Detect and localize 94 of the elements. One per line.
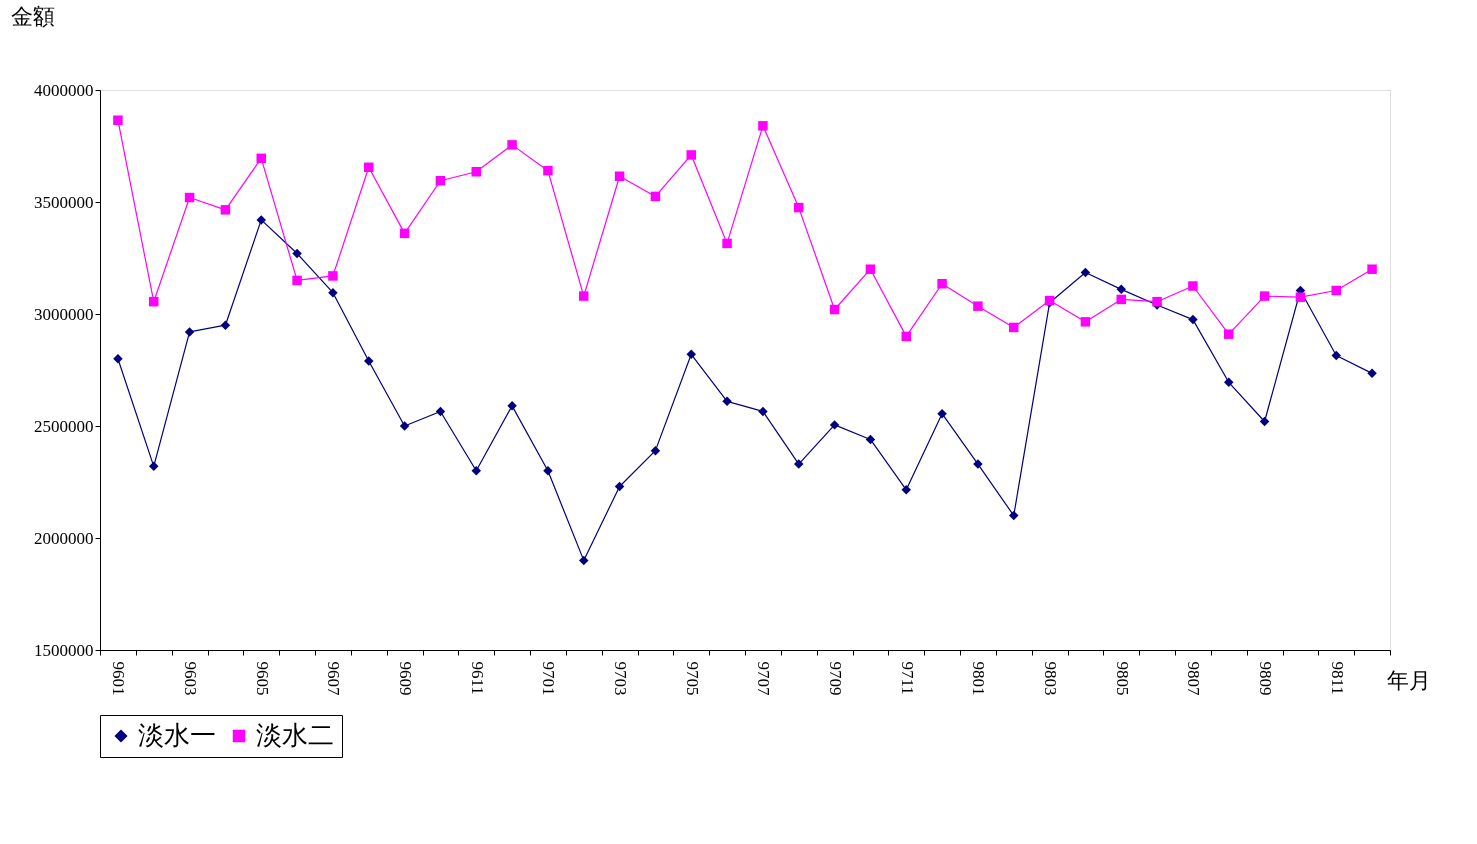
point [614,171,625,181]
point [758,406,768,417]
point [184,327,195,337]
point [579,291,589,301]
x-tick-label: 9709 [826,661,846,696]
point [471,167,481,177]
point [1116,294,1126,305]
point [901,485,911,495]
point [865,264,876,274]
point [220,205,231,215]
point [364,162,374,173]
x-tick-label: 9803 [1041,661,1061,696]
point [113,115,123,125]
point [937,279,947,289]
x-tick-label: 9607 [324,661,344,696]
point [722,238,732,249]
point [686,349,696,360]
point [794,459,804,469]
point [614,481,625,492]
point [722,396,732,407]
x-tick-label: 9801 [969,661,989,696]
point [149,296,159,307]
point [1259,291,1270,301]
point [1331,350,1341,361]
point [973,301,983,311]
point [399,228,410,239]
point [1188,281,1198,291]
x-tick-label: 9609 [396,661,416,696]
point [364,356,374,366]
legend-label: 淡水二 [256,721,334,750]
point [686,150,696,160]
x-tick-label: 9705 [682,661,702,696]
point [1188,314,1198,325]
x-tick-label: 9603 [181,661,201,696]
point [292,275,302,286]
point [1224,329,1234,339]
point [543,466,553,476]
x-tick-label: 9807 [1184,661,1204,696]
point [220,320,231,330]
x-tick-label: 9809 [1256,661,1276,696]
point [543,165,553,176]
x-tick-label: 9811 [1327,661,1347,695]
point [113,354,123,364]
x-tick-label: 9601 [109,661,129,696]
point [1259,416,1270,427]
point [1152,296,1162,307]
point [399,421,410,431]
y-tick-label: 3000000 [34,304,94,324]
point [256,215,266,225]
point [901,331,911,342]
y-tick-label: 3500000 [34,192,94,212]
x-axis-title: 年月 [1386,667,1431,693]
point [794,202,804,213]
point [1331,285,1341,296]
point [1367,264,1377,274]
point [1009,322,1019,333]
y-tick-label: 1500000 [34,640,94,660]
point [256,153,266,164]
x-tick-label: 9701 [539,661,559,696]
point [328,287,338,298]
point [650,191,661,202]
point [1224,377,1234,388]
point [435,406,446,417]
point [507,140,517,150]
point [184,192,195,203]
y-tick-label: 2000000 [34,528,94,548]
point [1295,292,1306,302]
point [471,466,481,476]
point [1080,267,1091,278]
point [1009,510,1019,521]
point [328,271,338,281]
point [149,461,159,472]
point [579,555,589,566]
point [1080,317,1091,327]
x-tick-label: 9611 [467,661,487,695]
point [758,121,768,131]
point [829,304,840,315]
x-tick-label: 9707 [754,661,774,696]
point [937,408,947,419]
x-tick-label: 9805 [1112,661,1132,696]
x-tick-label: 9605 [252,661,272,696]
point [650,445,661,456]
point [292,248,302,259]
y-axis-title: 金額 [10,3,55,29]
point [829,420,840,430]
point [1367,368,1377,379]
y-tick-label: 4000000 [34,80,94,100]
point [435,175,446,186]
point [865,434,876,445]
x-tick-label: 9703 [611,661,631,696]
y-tick-label: 2500000 [34,416,94,436]
legend-label: 淡水一 [138,721,216,750]
x-tick-label: 9711 [897,661,917,695]
point [1116,284,1126,295]
